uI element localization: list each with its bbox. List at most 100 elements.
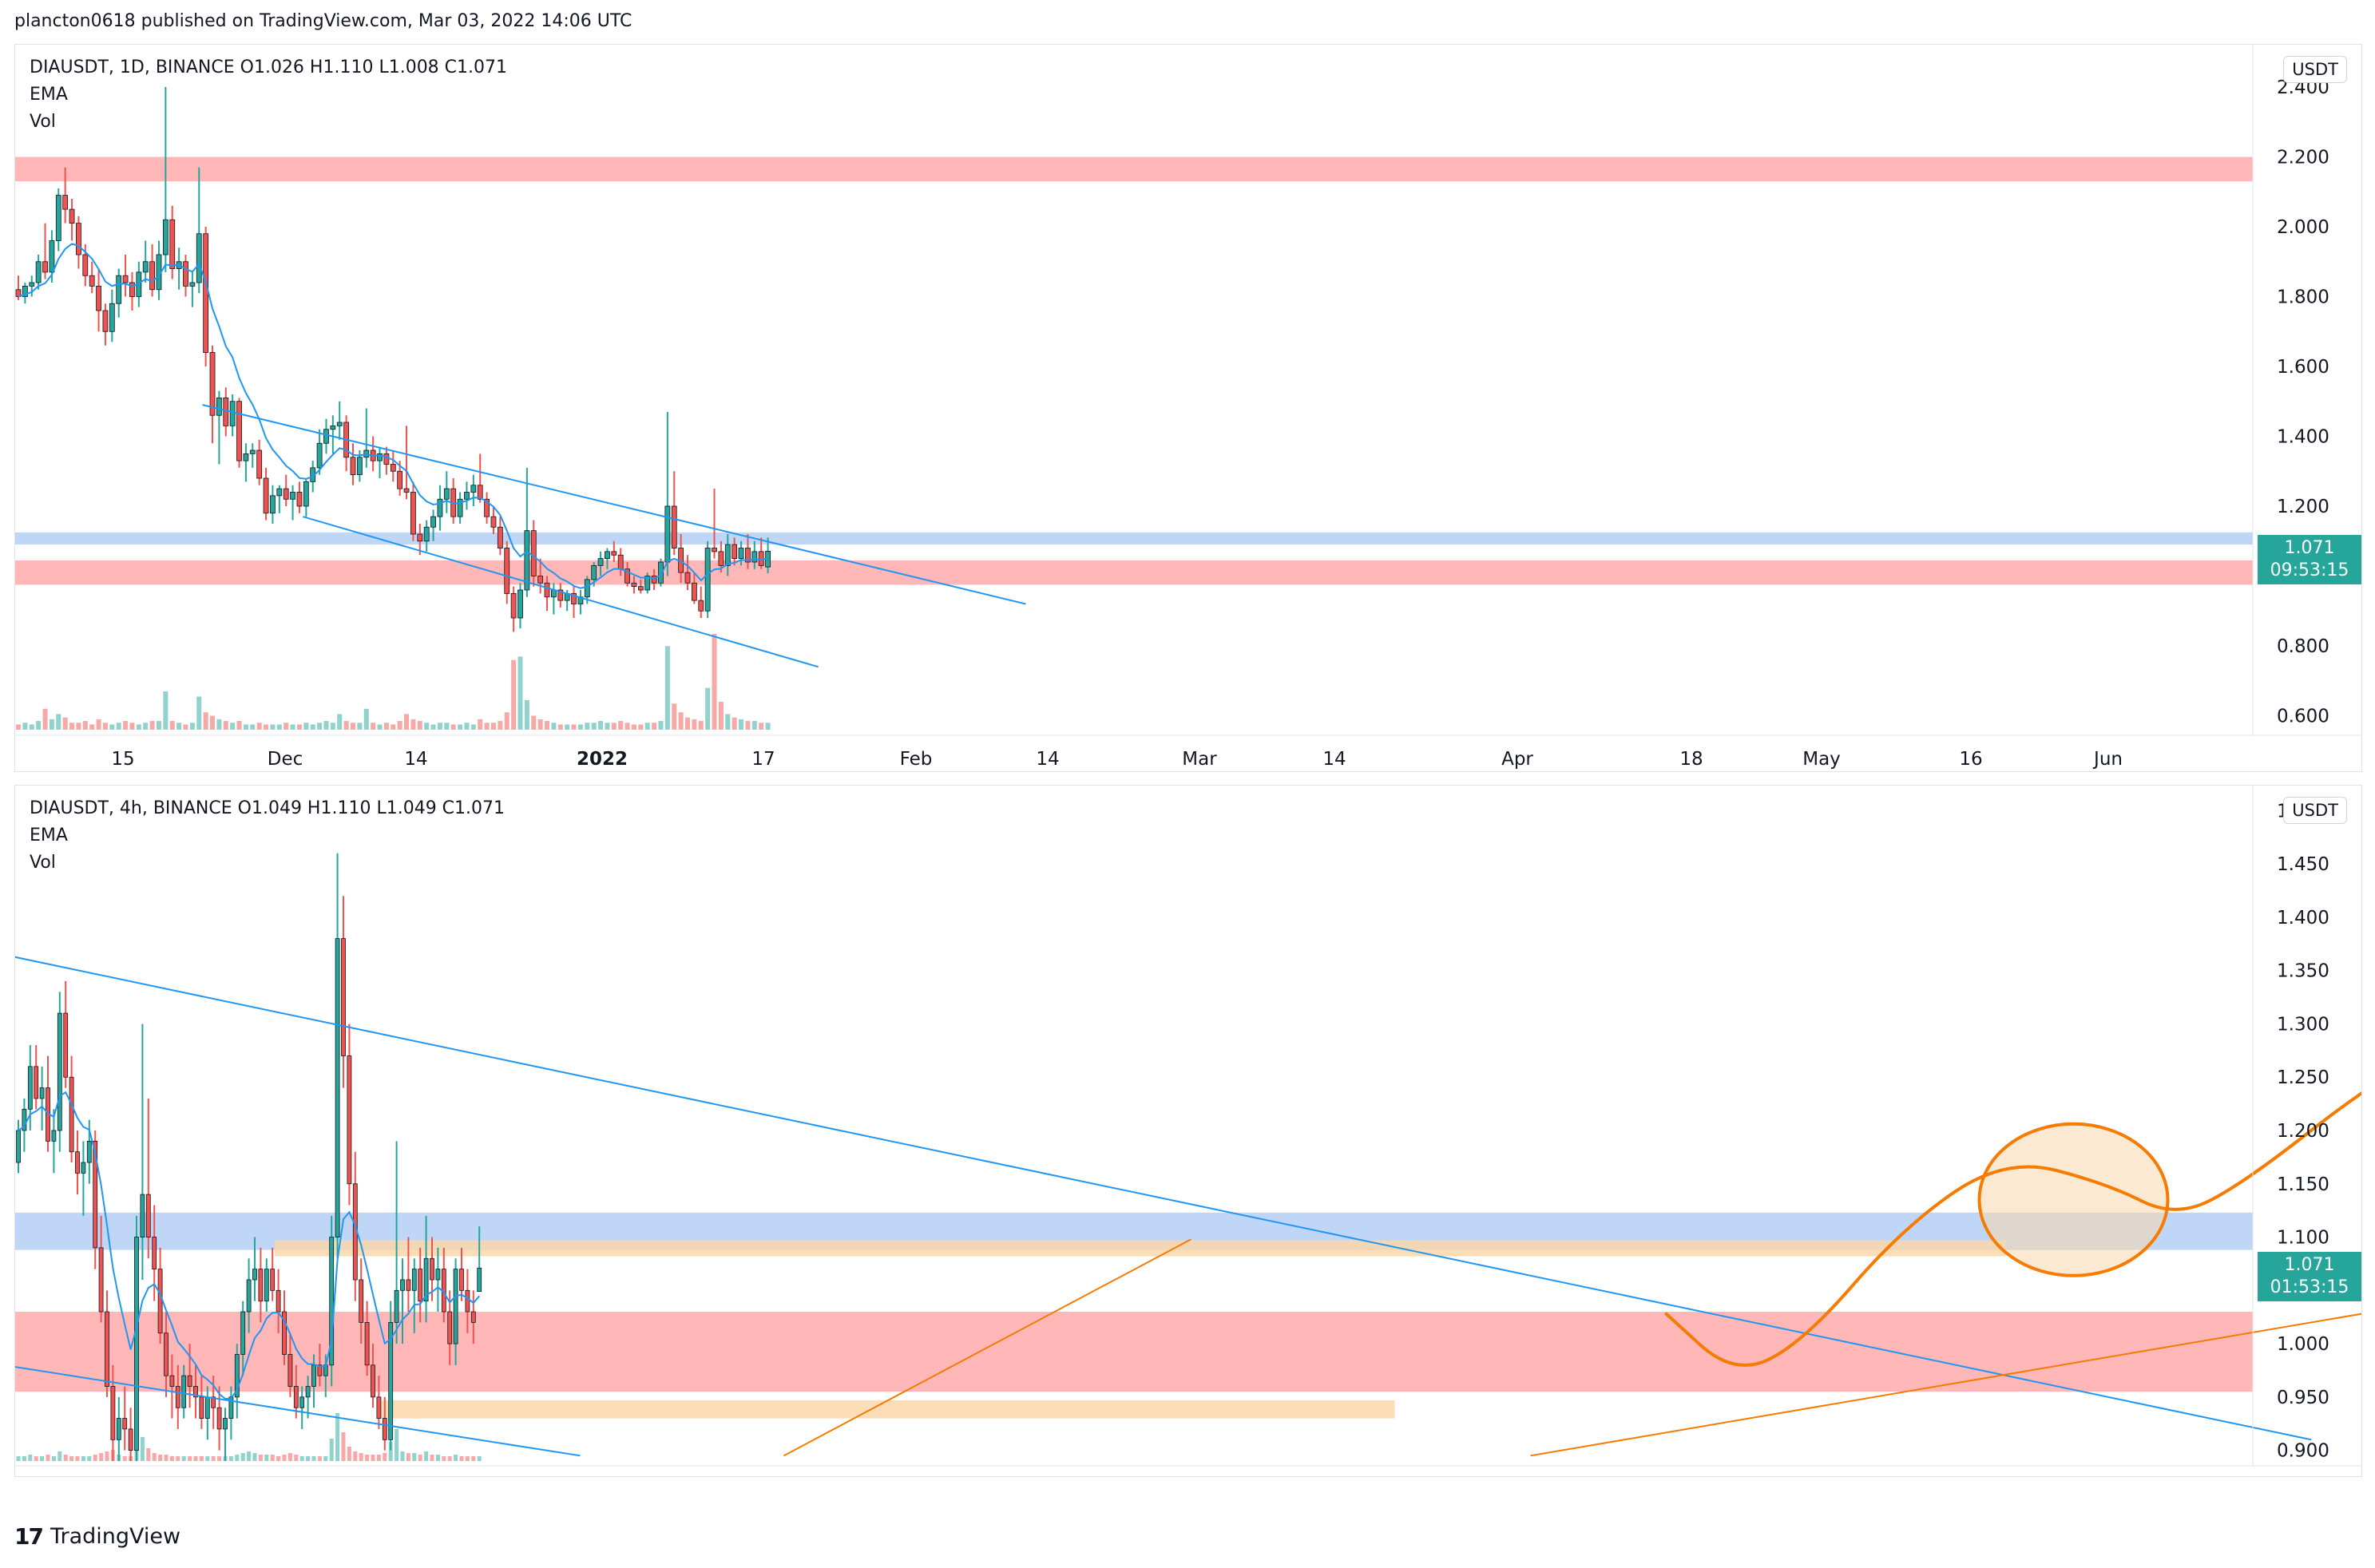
h4-y-tick-label: 0.900 [2277,1441,2329,1462]
daily-volume-bar [664,646,670,730]
h4-candle-body [63,1012,69,1078]
daily-volume-bar [143,723,149,730]
daily-volume-bar [531,715,537,730]
h4-candle-body [411,1269,417,1291]
daily-candle-body [82,254,89,276]
h4-volume-bar [211,1456,216,1461]
daily-last-price: 1.071 [2284,538,2335,559]
4h-currency-button[interactable]: USDT [2283,797,2347,824]
daily-x-tick-label: 15 [111,749,134,770]
h4-candle-body [329,1237,335,1366]
daily-volume-bar [417,721,422,730]
4h-symbol-line[interactable]: DIAUSDT, 4h, BINANCE O1.049 H1.110 L1.04… [30,798,506,818]
daily-vol-indicator[interactable]: Vol [30,112,56,132]
daily-candle-body [698,600,704,612]
daily-candle-body [243,453,249,461]
daily-candle-body [223,397,229,426]
h4-candle-body [81,1162,86,1174]
daily-volume-bar [745,721,751,730]
daily-volume-bar [545,721,550,730]
daily-volume-bar [102,723,108,730]
daily-y-tick-label: 1.400 [2277,427,2329,448]
4h-vol-indicator[interactable]: Vol [30,853,56,873]
daily-candle-body [356,457,363,476]
h4-candle-body [39,1087,45,1099]
daily-candle-body [15,289,22,297]
h4-volume-bar [353,1451,358,1461]
daily-ema-indicator[interactable]: EMA [30,85,68,105]
4h-countdown: 01:53:15 [2270,1277,2349,1298]
daily-candle-body [490,516,497,528]
4h-chart-canvas[interactable]: 1.5001.4501.4001.3501.3001.2501.2001.150… [15,786,2361,1476]
h4-trendline-orange-rising-2 [1530,1313,2361,1457]
daily-candle-body [276,488,283,497]
daily-candle-body [89,275,95,287]
daily-candle-body [497,526,503,548]
daily-volume-bar [189,723,195,730]
h4-volume-bar [454,1455,458,1461]
daily-candle-body [718,551,724,566]
daily-volume-bar [270,724,276,730]
h4-y-tick-label: 1.350 [2277,961,2329,982]
h4-volume-bar [264,1455,269,1461]
daily-chart-pane[interactable]: 2.400 2.200 2.000 1.800 1.600 1.400 1.200 0.800… [14,44,2362,772]
daily-volume-bar [42,708,48,730]
h4-y-tick-label: 1.100 [2277,1228,2329,1249]
h4-candle-body [282,1311,287,1355]
4h-ema-indicator[interactable]: EMA [30,826,68,845]
daily-volume-bar [303,723,309,730]
daily-candle-body [671,505,677,548]
daily-volume-bar [29,724,34,730]
h4-volume-bar [341,1432,346,1461]
daily-volume-bar [22,723,28,730]
h4-candle-body [51,1130,57,1142]
h4-candle-body [27,1066,33,1110]
daily-volume-bar [484,723,490,730]
daily-volume-bar [210,715,216,730]
daily-candle-body [704,548,711,612]
daily-volume-bar [672,703,677,730]
daily-volume-bar [698,721,704,730]
daily-candle-body [55,195,61,241]
daily-volume-bar [82,721,88,730]
daily-candle-body [316,442,323,469]
daily-candle-body [69,208,75,224]
h4-volume-bar [181,1456,186,1461]
footer-brand[interactable]: 17 TradingView [14,1523,180,1550]
h4-candle-body [140,1194,145,1237]
daily-volume-bar [585,723,590,730]
daily-candle-body [162,219,169,255]
h4-volume-bar [57,1451,62,1461]
h4-volume-bar [477,1456,482,1461]
daily-candle-body [256,449,263,479]
daily-volume-bar [363,708,369,730]
h4-candle-body [175,1386,180,1408]
daily-volume-bar [230,723,236,730]
daily-zone-resistance-0 [15,156,2253,182]
h4-candle-body [347,1055,352,1185]
h4-volume-bar [430,1455,434,1461]
h4-candle-body [341,938,346,1056]
daily-x-tick-label: 14 [404,749,427,770]
h4-candle-body [164,1332,169,1376]
daily-volume-bar [718,702,724,730]
h4-ema-line [18,1091,480,1400]
daily-ema-line [18,243,768,589]
daily-volume-bar [377,724,383,730]
daily-candle-body [510,592,517,619]
4h-chart-pane[interactable]: 1.5001.4501.4001.3501.3001.2501.2001.150… [14,785,2362,1477]
daily-candle-body [464,492,470,500]
h4-highlight-ellipse [1977,1122,2170,1277]
daily-x-tick-label: Apr [1501,749,1533,770]
daily-volume-bar [116,723,121,730]
daily-candle-body [644,576,651,591]
h4-candle-body [69,1076,74,1153]
daily-symbol-line[interactable]: DIAUSDT, 1D, BINANCE O1.026 H1.110 L1.00… [30,57,508,77]
daily-volume-bar [470,724,476,730]
daily-x-tick-label: 17 [751,749,775,770]
daily-candle-body [203,233,209,353]
h4-volume-bar [169,1456,174,1461]
daily-currency-button[interactable]: USDT [2283,56,2347,83]
daily-chart-canvas[interactable]: 2.4002.2002.0001.8001.6001.4001.2000.800… [15,45,2361,771]
h4-volume-bar [228,1456,233,1461]
